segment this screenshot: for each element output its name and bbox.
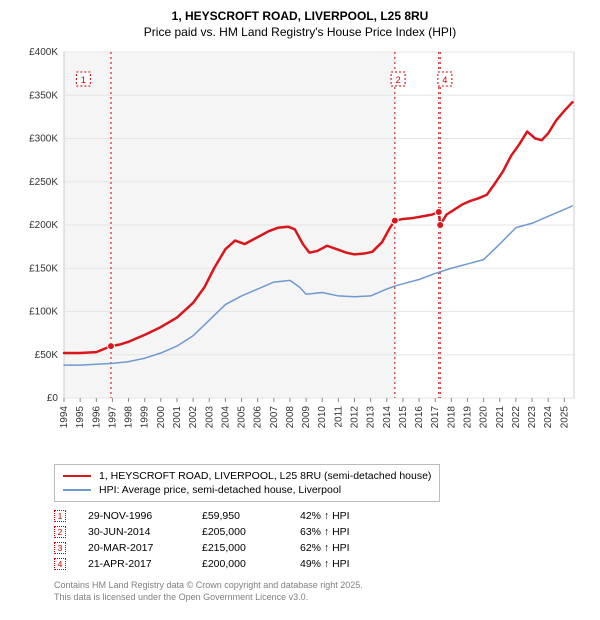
svg-text:1995: 1995 xyxy=(75,406,86,429)
transaction-marker: 1 xyxy=(54,510,66,522)
svg-text:2021: 2021 xyxy=(495,406,506,429)
svg-text:£250K: £250K xyxy=(29,177,58,188)
legend-swatch xyxy=(63,475,91,477)
transaction-price: £59,950 xyxy=(202,510,278,522)
svg-text:2023: 2023 xyxy=(527,406,538,429)
svg-text:2013: 2013 xyxy=(366,406,377,429)
svg-text:£100K: £100K xyxy=(29,307,58,318)
transaction-relative: 49% ↑ HPI xyxy=(300,558,350,570)
svg-text:1999: 1999 xyxy=(140,406,151,429)
transaction-marker: 2 xyxy=(54,526,66,538)
legend: 1, HEYSCROFT ROAD, LIVERPOOL, L25 8RU (s… xyxy=(54,464,440,502)
svg-text:1998: 1998 xyxy=(124,406,135,429)
svg-text:£200K: £200K xyxy=(29,220,58,231)
svg-text:2: 2 xyxy=(396,75,401,85)
chart-title-sub: Price paid vs. HM Land Registry's House … xyxy=(18,24,582,40)
legend-swatch xyxy=(63,489,91,491)
svg-text:£150K: £150K xyxy=(29,264,58,275)
svg-text:2009: 2009 xyxy=(301,406,312,429)
svg-text:2011: 2011 xyxy=(333,406,344,428)
transaction-row: 3 20-MAR-2017 £215,000 62% ↑ HPI xyxy=(54,540,582,556)
transaction-date: 20-MAR-2017 xyxy=(88,542,180,554)
svg-text:2015: 2015 xyxy=(398,406,409,429)
transaction-relative: 62% ↑ HPI xyxy=(300,542,350,554)
footer-attribution: Contains HM Land Registry data © Crown c… xyxy=(54,580,582,603)
legend-row: HPI: Average price, semi-detached house,… xyxy=(63,483,431,497)
svg-text:2017: 2017 xyxy=(430,406,441,429)
svg-text:£50K: £50K xyxy=(35,350,59,361)
svg-text:2022: 2022 xyxy=(511,406,522,429)
svg-text:1: 1 xyxy=(81,75,86,85)
svg-text:2020: 2020 xyxy=(479,406,490,429)
svg-text:4: 4 xyxy=(442,75,447,85)
footer-line-2: This data is licensed under the Open Gov… xyxy=(54,592,582,603)
svg-text:1997: 1997 xyxy=(107,406,118,429)
svg-text:2007: 2007 xyxy=(269,406,280,429)
svg-text:2002: 2002 xyxy=(188,406,199,429)
svg-text:2016: 2016 xyxy=(414,406,425,429)
price-chart: £0 £50K £100K £150K £200K £250K £300K £350K £400… xyxy=(18,46,582,456)
svg-text:2001: 2001 xyxy=(172,406,183,429)
svg-text:2018: 2018 xyxy=(446,406,457,429)
transaction-price: £205,000 xyxy=(202,526,278,538)
svg-text:2004: 2004 xyxy=(220,406,231,429)
transaction-relative: 42% ↑ HPI xyxy=(300,510,350,522)
transaction-marker: 4 xyxy=(54,558,66,570)
svg-text:1996: 1996 xyxy=(91,406,102,429)
transaction-relative: 63% ↑ HPI xyxy=(300,526,350,538)
svg-text:£400K: £400K xyxy=(29,47,58,58)
footer-line-1: Contains HM Land Registry data © Crown c… xyxy=(54,580,582,591)
svg-text:£0: £0 xyxy=(47,393,59,404)
transaction-price: £200,000 xyxy=(202,558,278,570)
transaction-row: 4 21-APR-2017 £200,000 49% ↑ HPI xyxy=(54,556,582,572)
svg-text:2019: 2019 xyxy=(462,406,473,429)
svg-text:2010: 2010 xyxy=(317,406,328,429)
legend-label: 1, HEYSCROFT ROAD, LIVERPOOL, L25 8RU (s… xyxy=(99,470,431,482)
svg-text:2000: 2000 xyxy=(156,406,167,429)
svg-text:2003: 2003 xyxy=(204,406,215,429)
legend-label: HPI: Average price, semi-detached house,… xyxy=(99,484,341,496)
transaction-row: 2 30-JUN-2014 £205,000 63% ↑ HPI xyxy=(54,524,582,540)
svg-text:2012: 2012 xyxy=(350,406,361,429)
svg-text:£300K: £300K xyxy=(29,134,58,145)
transaction-date: 21-APR-2017 xyxy=(88,558,180,570)
chart-title-address: 1, HEYSCROFT ROAD, LIVERPOOL, L25 8RU xyxy=(18,8,582,24)
transaction-marker: 3 xyxy=(54,542,66,554)
svg-text:2005: 2005 xyxy=(237,406,248,429)
svg-text:2006: 2006 xyxy=(253,406,264,429)
svg-text:2014: 2014 xyxy=(382,406,393,429)
svg-text:1994: 1994 xyxy=(59,406,70,429)
transaction-date: 29-NOV-1996 xyxy=(88,510,180,522)
svg-text:2024: 2024 xyxy=(543,406,554,429)
svg-text:2025: 2025 xyxy=(559,406,570,429)
legend-row: 1, HEYSCROFT ROAD, LIVERPOOL, L25 8RU (s… xyxy=(63,469,431,483)
transaction-table: 1 29-NOV-1996 £59,950 42% ↑ HPI 2 30-JUN-2014… xyxy=(54,508,582,572)
svg-text:£350K: £350K xyxy=(29,91,58,102)
transaction-price: £215,000 xyxy=(202,542,278,554)
transaction-date: 30-JUN-2014 xyxy=(88,526,180,538)
transaction-row: 1 29-NOV-1996 £59,950 42% ↑ HPI xyxy=(54,508,582,524)
svg-text:2008: 2008 xyxy=(285,406,296,429)
